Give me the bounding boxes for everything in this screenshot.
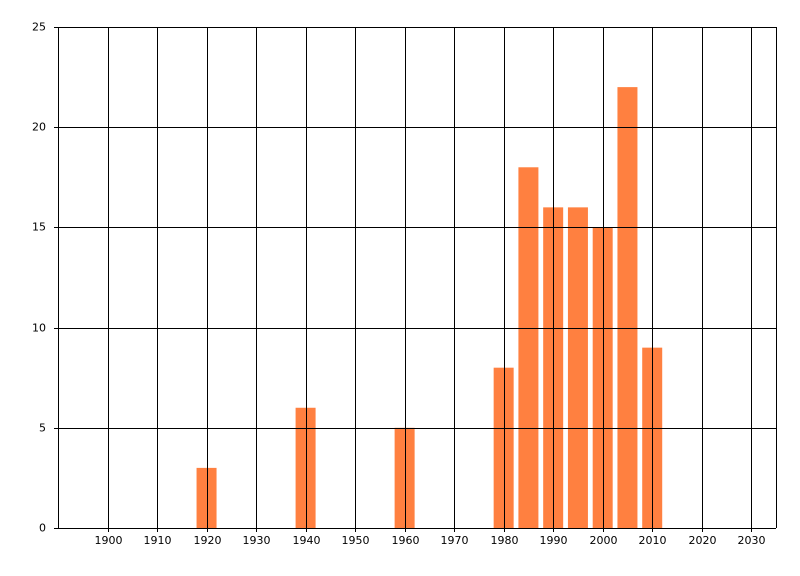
x-tick-label: 1900 [95,534,123,547]
bar [518,167,539,528]
y-tick-label: 10 [32,322,46,335]
x-tick-label: 1930 [243,534,271,547]
x-tick-label: 1940 [293,534,321,547]
x-tick-label: 1960 [392,534,420,547]
y-tick-label: 0 [39,522,46,535]
x-tick-label: 1970 [441,534,469,547]
y-tick-label: 20 [32,121,46,134]
x-tick-label: 2020 [689,534,717,547]
x-tick-label: 1910 [144,534,172,547]
x-tick-label: 1950 [342,534,370,547]
x-tick-label: 1990 [540,534,568,547]
bar [196,467,217,528]
bar [295,407,316,528]
y-tick-label: 5 [39,422,46,435]
x-tick-label: 2010 [639,534,667,547]
x-tick-label: 2030 [738,534,766,547]
y-tick-label: 15 [32,221,46,234]
x-tick-label: 1920 [194,534,222,547]
x-tick-label: 1980 [491,534,519,547]
bar [592,227,613,528]
y-tick-label: 25 [32,21,46,34]
x-tick-label: 2000 [590,534,618,547]
bar [567,207,588,529]
bar [617,87,638,529]
bar [493,367,514,528]
bar [394,427,415,528]
